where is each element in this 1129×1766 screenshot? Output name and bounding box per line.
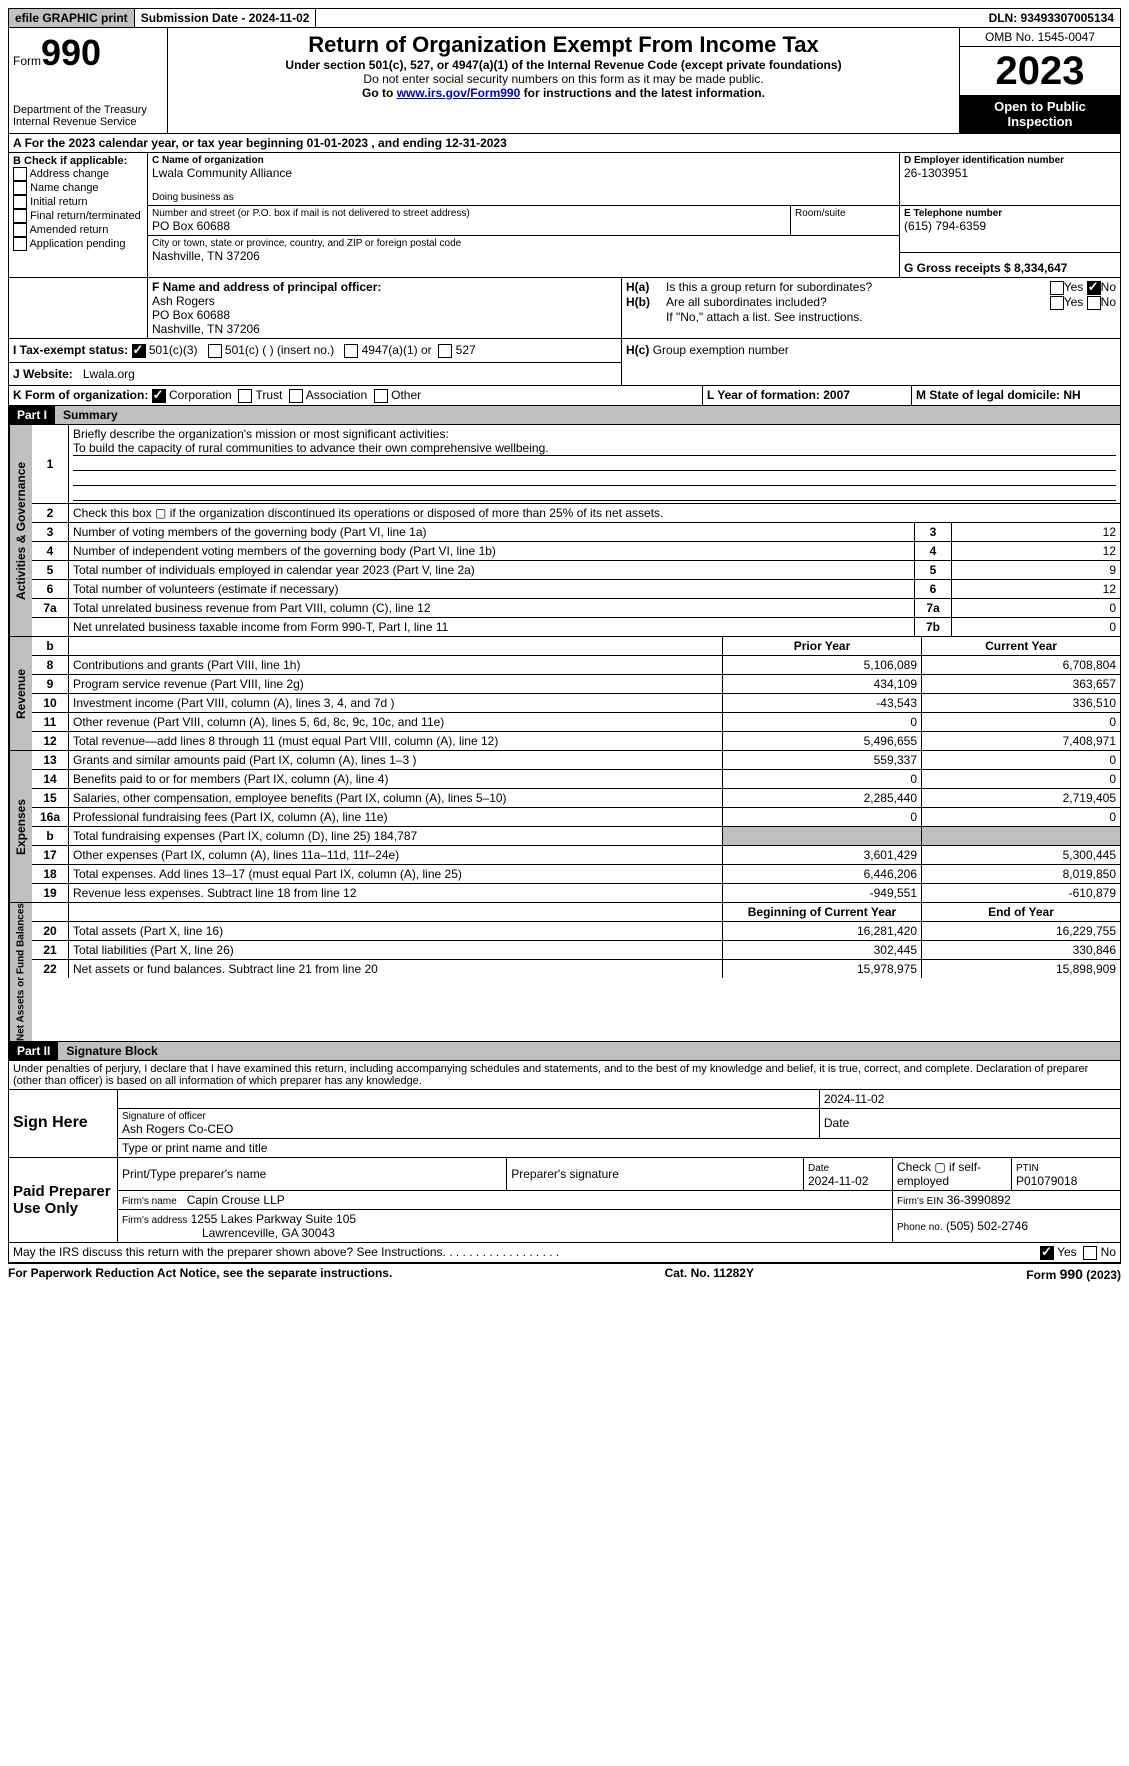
treasury-dept: Department of the Treasury [13, 104, 163, 116]
discuss-line: May the IRS discuss this return with the… [8, 1243, 1121, 1263]
summary-line-5: 5Total number of individuals employed in… [32, 560, 1120, 579]
exp-line-13: 13Grants and similar amounts paid (Part … [32, 751, 1120, 770]
submission-date: Submission Date - 2024-11-02 [135, 9, 317, 27]
box-f: F Name and address of principal officer:… [148, 278, 622, 338]
irs-label: Internal Revenue Service [13, 116, 163, 128]
part1-header: Part I [9, 406, 55, 424]
part2-title: Signature Block [58, 1042, 1120, 1060]
open-inspection: Open to Public Inspection [960, 95, 1120, 133]
form-header: Form990 Department of the Treasury Inter… [8, 28, 1121, 134]
part1-title: Summary [55, 406, 1120, 424]
exp-line-16b: bTotal fundraising expenses (Part IX, co… [32, 826, 1120, 845]
vlabel-governance: Activities & Governance [9, 425, 32, 636]
rev-line-12: 12Total revenue—add lines 8 through 11 (… [32, 731, 1120, 750]
net-header: Beginning of Current Year End of Year [32, 903, 1120, 922]
subtitle-1: Under section 501(c), 527, or 4947(a)(1)… [172, 58, 955, 72]
page-footer: For Paperwork Reduction Act Notice, see … [8, 1263, 1121, 1282]
preparer-phone: (505) 502-2746 [946, 1219, 1028, 1233]
sign-here-label: Sign Here [9, 1090, 118, 1157]
efile-button[interactable]: efile GRAPHIC print [9, 9, 135, 27]
summary-line-6: 6Total number of volunteers (estimate if… [32, 579, 1120, 598]
summary-line-3: 3Number of voting members of the governi… [32, 522, 1120, 541]
irs-link[interactable]: www.irs.gov/Form990 [397, 86, 521, 100]
net-line-22: 22Net assets or fund balances. Subtract … [32, 959, 1120, 978]
gross-receipts: G Gross receipts $ 8,334,647 [904, 261, 1067, 275]
mission-text: To build the capacity of rural communiti… [73, 441, 1116, 456]
rev-line-11: 11Other revenue (Part VIII, column (A), … [32, 712, 1120, 731]
box-b: B Check if applicable: Address change Na… [9, 153, 148, 277]
line-k: K Form of organization: Corporation Trus… [9, 386, 703, 405]
officer-name: Ash Rogers Co-CEO [122, 1122, 815, 1136]
exp-line-15: 15Salaries, other compensation, employee… [32, 788, 1120, 807]
box-c: C Name of organization Lwala Community A… [148, 153, 900, 277]
org-address: PO Box 60688 [152, 219, 786, 233]
tax-year: 2023 [960, 47, 1120, 95]
exp-line-18: 18Total expenses. Add lines 13–17 (must … [32, 864, 1120, 883]
net-line-20: 20Total assets (Part X, line 16)16,281,4… [32, 921, 1120, 940]
501c3-checked-icon [132, 344, 146, 358]
rev-line-9: 9Program service revenue (Part VIII, lin… [32, 674, 1120, 693]
form-label: Form990 [13, 32, 163, 74]
vlabel-expenses: Expenses [9, 751, 32, 902]
firm-name: Capin Crouse LLP [187, 1193, 285, 1207]
box-deg: D Employer identification number 26-1303… [900, 153, 1120, 277]
net-line-21: 21Total liabilities (Part X, line 26)302… [32, 940, 1120, 959]
exp-line-17: 17Other expenses (Part IX, column (A), l… [32, 845, 1120, 864]
line-i: I Tax-exempt status: 501(c)(3) 501(c) ( … [9, 339, 621, 363]
website[interactable]: Lwala.org [83, 367, 135, 381]
revenue-header: b Prior Year Current Year [32, 637, 1120, 656]
exp-line-14: 14Benefits paid to or for members (Part … [32, 769, 1120, 788]
dln: DLN: 93493307005134 [983, 9, 1120, 27]
instructions-line: Go to www.irs.gov/Form990 for instructio… [172, 86, 955, 100]
rev-line-10: 10Investment income (Part VIII, column (… [32, 693, 1120, 712]
form-title: Return of Organization Exempt From Incom… [172, 32, 955, 58]
summary-line-4: 4Number of independent voting members of… [32, 541, 1120, 560]
penalty-statement: Under penalties of perjury, I declare th… [8, 1061, 1121, 1090]
sign-here-block: Sign Here 2024-11-02 Signature of office… [8, 1090, 1121, 1158]
ptin: P01079018 [1016, 1174, 1077, 1188]
vlabel-revenue: Revenue [9, 637, 32, 750]
part2-header: Part II [9, 1042, 58, 1060]
paid-preparer-block: Paid Preparer Use Only Print/Type prepar… [8, 1158, 1121, 1243]
line-a: A For the 2023 calendar year, or tax yea… [8, 134, 1121, 153]
firm-ein: 36-3990892 [947, 1193, 1011, 1207]
form-number: 990 [41, 32, 101, 73]
omb-number: OMB No. 1545-0047 [960, 28, 1120, 47]
vlabel-net-assets: Net Assets or Fund Balances [9, 903, 32, 1041]
line-m: M State of legal domicile: NH [912, 386, 1120, 405]
summary-line-7b: Net unrelated business taxable income fr… [32, 617, 1120, 636]
summary-line-7a: 7aTotal unrelated business revenue from … [32, 598, 1120, 617]
line-l: L Year of formation: 2007 [703, 386, 912, 405]
paid-preparer-label: Paid Preparer Use Only [9, 1158, 118, 1242]
top-bar: efile GRAPHIC print Submission Date - 20… [8, 8, 1121, 28]
subtitle-2: Do not enter social security numbers on … [172, 72, 955, 86]
line-j: J Website: Lwala.org [9, 363, 621, 385]
line-hc: H(c) Group exemption number [622, 339, 1120, 385]
box-h: H(a) Is this a group return for subordin… [622, 278, 1120, 338]
ein: 26-1303951 [904, 166, 1116, 180]
no-checked-icon [1087, 281, 1101, 295]
summary-line-2: 2Check this box ▢ if the organization di… [32, 503, 1120, 522]
yes-checked-icon [1040, 1246, 1054, 1260]
corp-checked-icon [152, 389, 166, 403]
exp-line-19: 19Revenue less expenses. Subtract line 1… [32, 883, 1120, 902]
org-name: Lwala Community Alliance [152, 166, 895, 180]
org-city: Nashville, TN 37206 [152, 249, 895, 263]
phone: (615) 794-6359 [904, 219, 1116, 233]
rev-line-8: 8Contributions and grants (Part VIII, li… [32, 655, 1120, 674]
exp-line-16a: 16aProfessional fundraising fees (Part I… [32, 807, 1120, 826]
